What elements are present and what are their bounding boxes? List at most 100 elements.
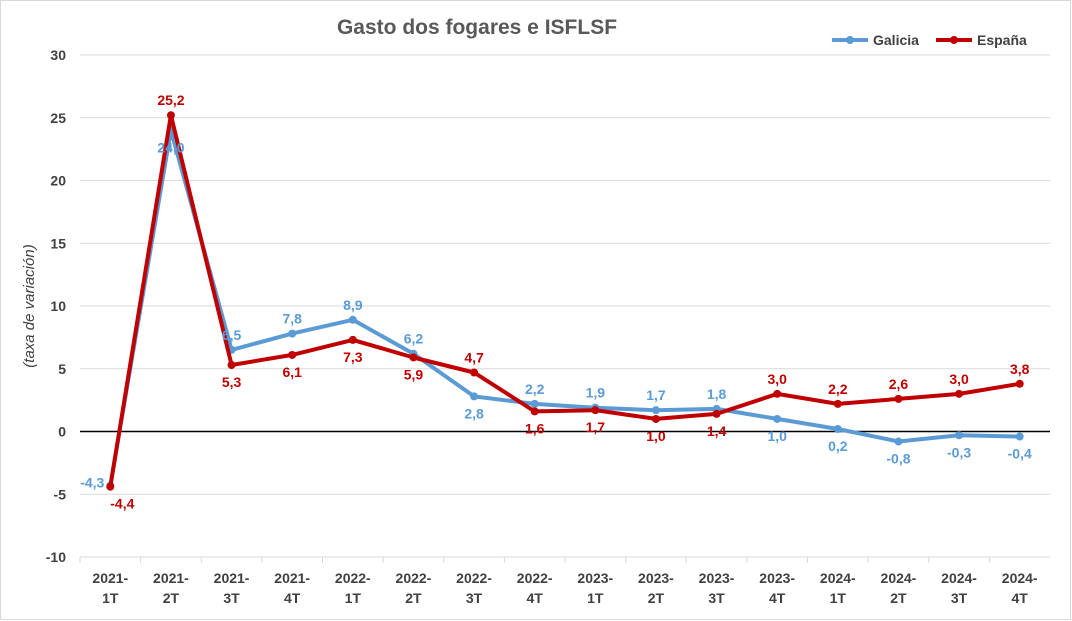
x-tick-label-quarter: 2T <box>405 590 422 606</box>
data-labels: -4,3 -4,4 24,0 25,2 6,5 5,3 7,8 6,1 8,9 7,3 6,2 5,9… <box>80 92 1032 511</box>
data-point-espana <box>894 394 903 403</box>
x-tick-label-quarter: 1T <box>587 590 604 606</box>
x-tick-label-year: 2021- <box>153 570 189 586</box>
x-tick-label-quarter: 4T <box>527 590 544 606</box>
data-point-espana <box>348 335 357 344</box>
x-tick-label-quarter: 2T <box>163 590 180 606</box>
x-tick-label-quarter: 1T <box>102 590 119 606</box>
x-tick-label-quarter: 1T <box>345 590 362 606</box>
data-label-galicia: -0,4 <box>1008 446 1032 462</box>
x-tick-label-quarter: 3T <box>223 590 240 606</box>
data-label-galicia: -0,3 <box>947 444 971 460</box>
data-point-espana <box>470 368 479 377</box>
data-point-espana <box>955 389 964 398</box>
legend-espana-marker <box>950 36 958 44</box>
data-point-galicia <box>1015 432 1024 441</box>
data-label-espana: 1,6 <box>525 420 545 436</box>
data-label-galicia: 6,2 <box>404 331 424 347</box>
data-point-espana <box>227 360 236 369</box>
data-label-espana: -4,4 <box>110 496 134 512</box>
chart-title: Gasto dos fogares e ISFLSF <box>337 16 617 39</box>
y-tick-label: 20 <box>50 173 66 189</box>
series-line-espana <box>108 113 1021 488</box>
data-point-espana <box>288 350 297 359</box>
data-point-galicia <box>530 399 539 408</box>
x-tick-label-year: 2024- <box>881 570 917 586</box>
series-line-galicia <box>108 128 1020 486</box>
x-tick-label-quarter: 4T <box>1012 590 1029 606</box>
data-label-galicia: 24,0 <box>157 139 184 155</box>
data-label-espana: 3,0 <box>767 371 787 387</box>
data-point-espana <box>773 389 782 398</box>
x-tick-label-year: 2024- <box>941 570 977 586</box>
data-label-galicia: 2,8 <box>464 405 484 421</box>
x-tick-label-year: 2023- <box>638 570 674 586</box>
data-label-galicia: 8,9 <box>343 297 363 313</box>
data-point-espana <box>1015 379 1024 388</box>
data-label-espana: 6,1 <box>282 364 302 380</box>
data-label-galicia: -4,3 <box>80 474 104 490</box>
x-tick-label-quarter: 4T <box>769 590 786 606</box>
data-point-galicia <box>470 392 479 401</box>
x-tick-label-quarter: 4T <box>284 590 301 606</box>
legend-espana-label: España <box>977 32 1027 48</box>
data-label-espana: 25,2 <box>157 92 184 108</box>
y-tick-label: 5 <box>58 361 66 377</box>
y-tick-label: -5 <box>54 486 67 502</box>
data-point-galicia <box>288 329 297 338</box>
x-tick-label-year: 2023- <box>699 570 735 586</box>
data-point-espana <box>651 414 660 423</box>
x-tick-label-year: 2023- <box>577 570 613 586</box>
data-label-galicia: 1,7 <box>646 387 666 403</box>
x-tick-label-quarter: 3T <box>951 590 968 606</box>
legend-galicia-marker <box>846 36 854 44</box>
data-point-espana <box>106 482 115 491</box>
x-tick-label-year: 2022- <box>396 570 432 586</box>
x-tick-label-quarter: 2T <box>890 590 907 606</box>
x-tick-label-year: 2021- <box>92 570 128 586</box>
data-label-galicia: 7,8 <box>282 311 302 327</box>
data-point-espana <box>833 399 842 408</box>
y-axis-ticks: -10 -5 0 5 10 15 20 25 30 <box>46 47 66 565</box>
y-tick-label: 30 <box>50 47 66 63</box>
x-tick-label-year: 2023- <box>759 570 795 586</box>
data-label-espana: 2,2 <box>828 381 848 397</box>
x-tick-label-year: 2022- <box>456 570 492 586</box>
x-tick-label-quarter: 2T <box>648 590 665 606</box>
data-label-espana: 1,7 <box>586 419 606 435</box>
data-point-galicia <box>651 406 660 415</box>
series-lines <box>106 111 1024 491</box>
data-point-galicia <box>894 437 903 446</box>
data-label-galicia: 1,0 <box>767 428 787 444</box>
data-point-espana <box>530 407 539 416</box>
data-label-galicia: 6,5 <box>222 327 242 343</box>
data-label-espana: 3,8 <box>1010 361 1030 377</box>
x-tick-label-year: 2022- <box>517 570 553 586</box>
data-point-espana <box>409 353 418 362</box>
x-tick-label-quarter: 1T <box>830 590 847 606</box>
y-tick-label: 10 <box>50 298 66 314</box>
legend: Galicia España <box>832 32 1027 48</box>
y-axis-label: (taxa de variación) <box>21 244 38 367</box>
y-tick-label: 25 <box>50 110 66 126</box>
y-tick-label: 15 <box>50 235 66 251</box>
data-point-espana <box>166 111 175 120</box>
data-label-espana: 1,4 <box>707 423 727 439</box>
data-label-espana: 1,0 <box>646 428 666 444</box>
x-tick-label-year: 2024- <box>820 570 856 586</box>
x-axis-ticks: 2021- 1T 2021- 2T 2021- 3T 2021- 4T 2022- 1T 2022-… <box>79 556 1050 606</box>
data-point-espana <box>591 406 600 415</box>
x-tick-label-year: 2024- <box>1002 570 1038 586</box>
data-label-espana: 2,6 <box>889 376 909 392</box>
y-tick-label: -10 <box>46 549 66 565</box>
data-label-galicia: 1,9 <box>586 385 606 401</box>
x-tick-label-quarter: 3T <box>466 590 483 606</box>
data-label-espana: 5,9 <box>404 366 424 382</box>
data-label-galicia: 1,8 <box>707 386 727 402</box>
data-label-galicia: 2,2 <box>525 381 545 397</box>
data-point-espana <box>712 409 721 418</box>
legend-galicia-label: Galicia <box>873 32 919 48</box>
